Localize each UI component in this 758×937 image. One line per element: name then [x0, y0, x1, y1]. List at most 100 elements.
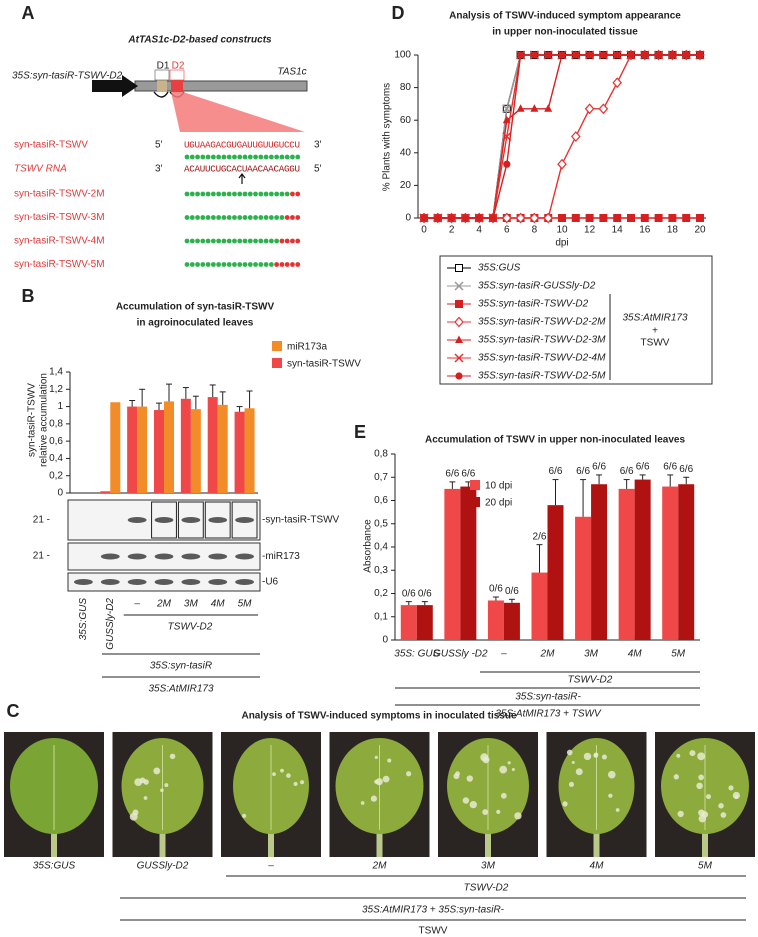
d2-box	[171, 80, 183, 92]
blot-band	[181, 517, 201, 523]
pair-dot	[205, 191, 211, 197]
lesion	[272, 772, 276, 777]
bar	[110, 402, 121, 493]
lane-box	[177, 501, 204, 539]
leaf-stem	[702, 825, 708, 857]
pair-dot	[247, 238, 253, 244]
pair-dot	[221, 191, 227, 197]
marker	[515, 212, 526, 224]
marker	[434, 214, 442, 222]
legend-swatch	[272, 341, 282, 351]
pair-dot	[274, 238, 280, 244]
bar	[634, 479, 651, 640]
count-label: 2/6	[533, 531, 547, 542]
pair-dot	[290, 215, 295, 220]
bar	[164, 401, 174, 493]
x-tick-label: 10	[556, 225, 568, 236]
bracket-label: 35S:syn-tasiR-	[515, 692, 581, 703]
count-label: 0/6	[505, 586, 519, 597]
bar	[416, 605, 433, 640]
leaf-photo	[221, 732, 321, 857]
category-label: 3M	[584, 649, 599, 660]
lesion	[153, 767, 161, 775]
marker	[461, 214, 469, 222]
marker	[420, 214, 428, 222]
bar	[591, 484, 608, 640]
legend-swatch	[470, 480, 480, 490]
construct-label: 35S:syn-tasiR-TSWV-D2	[12, 71, 123, 82]
pair-dot	[200, 215, 206, 220]
category-label: –	[500, 649, 507, 660]
x-tick-label: 16	[639, 225, 651, 236]
pair-dot	[258, 191, 264, 197]
mutant-name: syn-tasiR-TSWV-3M	[14, 212, 105, 223]
blot-band	[235, 517, 254, 523]
pair-dot	[221, 238, 227, 244]
y-tick-label: 0,6	[49, 436, 63, 447]
bar	[217, 404, 228, 493]
seq-end: 3′	[155, 164, 163, 175]
count-label: 6/6	[576, 466, 590, 477]
y-tick-label: 0,2	[374, 588, 388, 599]
pair-dot	[237, 191, 243, 197]
x-axis-label: dpi	[555, 238, 568, 249]
blot-band	[127, 517, 147, 523]
pair-dot	[242, 238, 248, 244]
marker	[570, 131, 581, 142]
d2-bracket	[169, 69, 185, 81]
pair-dot	[200, 262, 206, 267]
marker	[454, 316, 464, 328]
pair-dot	[189, 154, 195, 160]
pair-dot	[184, 191, 190, 197]
mutant-name: syn-tasiR-TSWV-2M	[14, 189, 105, 200]
pair-dot	[216, 238, 222, 244]
legend-note: 35S:AtMIR173	[622, 313, 687, 324]
lesion	[734, 795, 739, 800]
series-line	[424, 54, 700, 219]
y-tick-label: 0	[405, 213, 411, 224]
marker	[544, 104, 553, 112]
y-tick-label: 0,5	[374, 518, 388, 529]
marker	[455, 335, 463, 343]
pair-dot	[232, 154, 237, 160]
lesion	[129, 812, 138, 821]
error-bar	[683, 476, 690, 485]
lesion	[720, 812, 727, 818]
probe-label: -miR173	[262, 551, 300, 562]
pair-dot	[279, 154, 285, 160]
blot-band	[154, 553, 174, 560]
blot-band	[74, 579, 93, 585]
pair-dot	[279, 191, 285, 197]
pair-dot	[247, 191, 253, 197]
bar	[127, 406, 138, 493]
count-label: 0/6	[418, 588, 432, 599]
pair-dot	[237, 154, 243, 160]
lane-label: 4M	[211, 599, 226, 610]
photo-label: 4M	[590, 861, 605, 872]
blot-band	[154, 579, 174, 585]
pair-dot	[184, 154, 190, 160]
pair-dot	[221, 262, 227, 267]
marker	[455, 300, 463, 308]
blot-band	[181, 553, 201, 560]
lesion	[575, 768, 583, 776]
pair-dot	[263, 191, 269, 197]
lesion	[482, 809, 489, 816]
pair-dot	[205, 238, 211, 244]
photo-label: 2M	[372, 861, 388, 872]
panel-letter: B	[22, 286, 35, 306]
leaf-photo	[546, 732, 647, 857]
pair-dot	[263, 215, 269, 220]
pair-dot	[226, 154, 232, 160]
pair-dot	[274, 215, 280, 220]
pair-dot	[253, 154, 258, 160]
y-tick-label: 40	[400, 147, 412, 158]
pair-dot	[279, 215, 285, 220]
pair-dot	[268, 262, 274, 267]
pair-dot	[253, 262, 258, 267]
lesion	[169, 753, 176, 760]
series-line	[424, 54, 700, 219]
marker	[455, 372, 463, 380]
bracket-label: 35S:AtMIR173 + TSWV	[495, 709, 602, 720]
y-tick-label: 0	[57, 488, 63, 499]
